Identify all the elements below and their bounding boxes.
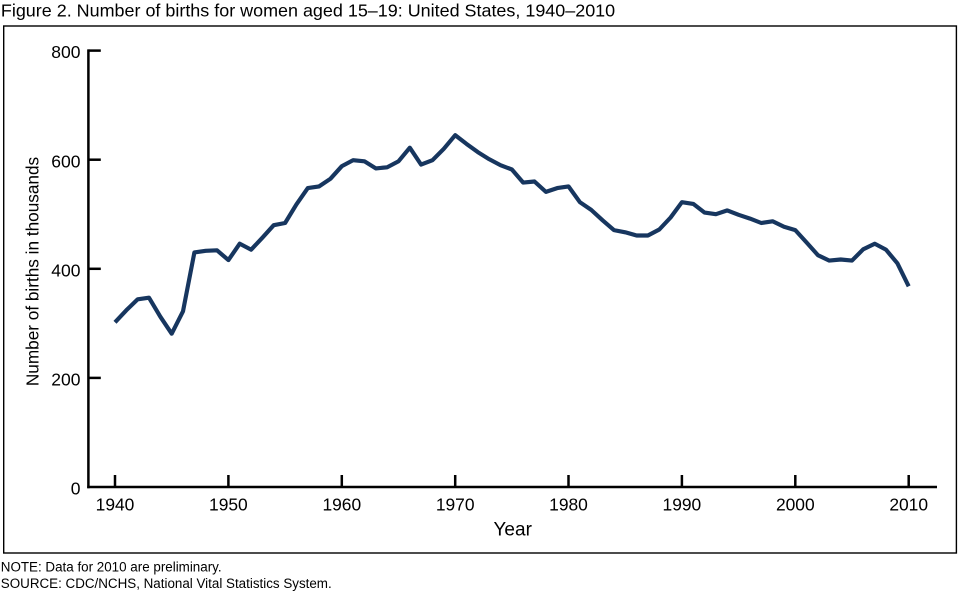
svg-text:1950: 1950 bbox=[209, 495, 248, 515]
svg-text:1990: 1990 bbox=[663, 495, 702, 515]
svg-text:200: 200 bbox=[51, 370, 80, 390]
svg-text:2000: 2000 bbox=[776, 495, 815, 515]
svg-text:2010: 2010 bbox=[889, 495, 928, 515]
svg-text:1970: 1970 bbox=[436, 495, 475, 515]
svg-text:Year: Year bbox=[494, 520, 533, 541]
svg-text:800: 800 bbox=[51, 42, 80, 62]
svg-text:Number of births in thousands: Number of births in thousands bbox=[23, 157, 43, 386]
svg-text:1960: 1960 bbox=[322, 495, 361, 515]
svg-text:SOURCE: CDC/NCHS, National Vit: SOURCE: CDC/NCHS, National Vital Statist… bbox=[1, 576, 332, 591]
svg-text:1980: 1980 bbox=[549, 495, 588, 515]
svg-text:400: 400 bbox=[51, 260, 80, 280]
svg-text:0: 0 bbox=[71, 479, 81, 499]
svg-text:Figure 2. Number of births for: Figure 2. Number of births for women age… bbox=[1, 1, 615, 21]
svg-text:600: 600 bbox=[51, 151, 80, 171]
svg-text:NOTE: Data for 2010 are prelim: NOTE: Data for 2010 are preliminary. bbox=[1, 560, 222, 575]
svg-text:1940: 1940 bbox=[96, 495, 135, 515]
